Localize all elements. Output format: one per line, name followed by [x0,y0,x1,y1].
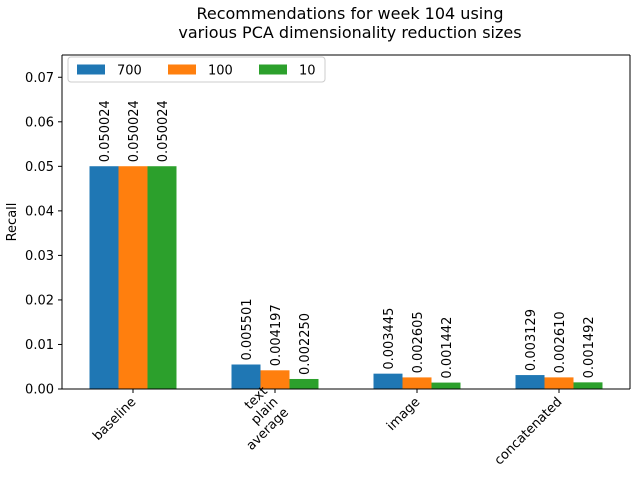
x-tick-label-line: concatenated [492,395,566,469]
legend-label: 700 [117,64,142,79]
legend-label: 100 [208,64,233,79]
bar-100-2 [402,377,432,389]
chart-title-line: various PCA dimensionality reduction siz… [178,23,521,42]
y-tick-label: 0.04 [25,204,54,219]
x-tick-label-line: image [384,395,423,434]
bar-10-3 [573,382,603,389]
y-tick-label: 0.02 [25,293,54,308]
bar-100-1 [260,370,290,389]
y-axis-label: Recall [5,203,20,242]
bar-700-3 [515,375,545,389]
chart-title-line: Recommendations for week 104 using [196,4,503,23]
bar-value-label: 0.001442 [440,317,455,379]
y-tick-label: 0.07 [25,71,54,86]
bar-10-1 [289,378,319,389]
bar-700-1 [231,364,261,389]
legend-swatch-10 [259,64,287,75]
bar-100-0 [118,166,148,389]
legend-swatch-100 [168,64,196,75]
y-tick-label: 0.03 [25,249,54,264]
bar-value-label: 0.004197 [269,304,284,366]
bar-value-label: 0.003129 [524,309,539,371]
bar-value-label: 0.002605 [411,311,426,373]
y-tick-label: 0.05 [25,160,54,175]
legend: 700 100 10 [67,56,326,83]
x-tick-label: baseline [90,395,139,444]
bar-100-3 [544,377,574,389]
y-tick-label: 0.01 [25,338,54,353]
bar-value-labels: 0.050024 0.005501 0.003445 0.003129 0.050024… [98,100,597,378]
bar-value-label: 0.001492 [582,316,597,378]
bar-700-0 [89,166,119,389]
bar-value-label: 0.005501 [240,298,255,360]
y-tick-label: 0.06 [25,115,54,130]
y-tick-label: 0.00 [25,383,54,398]
x-tick-label: concatenated [492,395,566,469]
legend-label: 10 [299,64,316,79]
bar-10-2 [431,382,461,389]
legend-swatch-700 [77,64,105,75]
x-tick-label: image [384,395,423,434]
chart-title: Recommendations for week 104 usingvariou… [178,4,521,42]
bar-700-2 [373,373,403,389]
bar-value-label: 0.050024 [98,100,113,162]
bar-value-label: 0.003445 [382,308,397,370]
bars [89,166,603,389]
x-tick-label-line: baseline [90,395,139,444]
legend-frame [67,56,326,83]
bar-value-label: 0.002250 [298,313,313,375]
bar-value-label: 0.050024 [127,100,142,162]
bar-10-0 [147,166,177,389]
bar-value-label: 0.050024 [156,100,171,162]
bar-value-label: 0.002610 [553,311,568,373]
